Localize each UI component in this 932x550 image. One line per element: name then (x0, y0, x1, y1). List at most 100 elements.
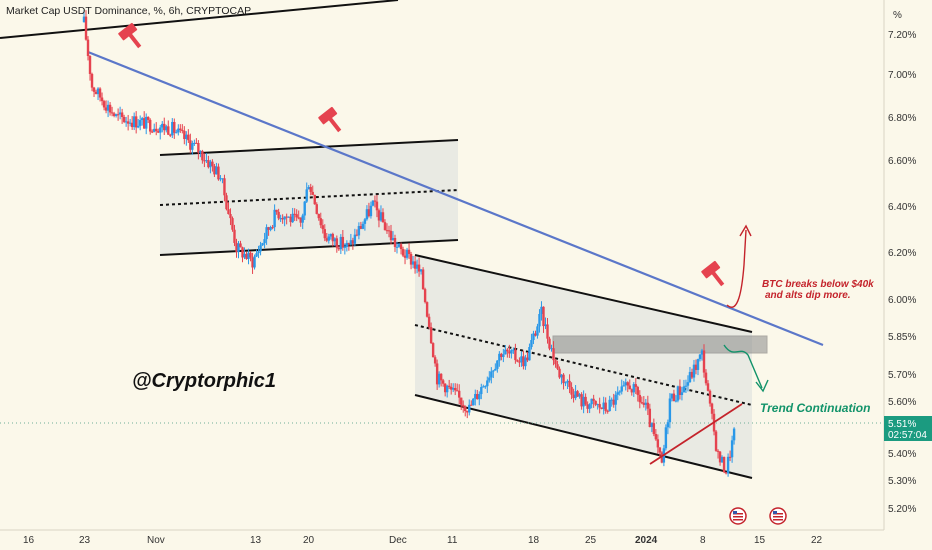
candle-body (259, 245, 262, 252)
candle-body (680, 392, 684, 395)
candle-body (379, 212, 383, 221)
candle-body (275, 209, 278, 212)
x-tick: 16 (23, 535, 35, 546)
candle-body (281, 218, 284, 220)
candle-body (203, 160, 206, 162)
candle-body (490, 371, 493, 378)
candle-body (636, 386, 639, 395)
candle-body (337, 247, 341, 250)
candle-body (435, 363, 439, 385)
candle-body (496, 360, 499, 369)
candle-body (225, 195, 228, 210)
candle-body (199, 150, 202, 153)
candle-body (672, 393, 676, 402)
candle-body (96, 88, 100, 95)
candle-body (722, 456, 726, 473)
candle-body (128, 122, 132, 124)
x-tick: 25 (585, 535, 597, 546)
candle-body (488, 377, 491, 381)
candle-body (88, 56, 92, 74)
candle-body (632, 384, 635, 393)
candle-body (347, 242, 351, 245)
candle-body (86, 39, 90, 57)
candle-body (588, 404, 591, 409)
candle-body (494, 368, 497, 371)
candle-body (486, 380, 489, 387)
y-tick: 7.00% (888, 70, 916, 81)
candle-body (317, 213, 320, 219)
candle-body (357, 226, 361, 236)
candle-body (181, 130, 184, 132)
candle-body (331, 233, 335, 242)
candle-body (476, 394, 479, 400)
y-tick: 5.20% (888, 504, 916, 515)
candle-body (283, 216, 286, 220)
candle-body (614, 394, 617, 405)
candle-body (359, 226, 363, 229)
candle-body (361, 223, 365, 229)
candle-body (558, 368, 561, 378)
y-tick: 5.60% (888, 397, 916, 408)
candle-body (574, 391, 577, 399)
candle-body (391, 237, 395, 241)
candle-body (628, 385, 631, 390)
y-tick: 6.20% (888, 248, 916, 259)
candle-body (572, 394, 575, 399)
candle-body (253, 256, 256, 268)
last-price-value: 5.51% (888, 419, 916, 430)
us-event-icon[interactable] (769, 507, 787, 525)
candle-body (267, 227, 270, 230)
candle-body (114, 114, 118, 116)
candle-body (167, 126, 170, 135)
candle-body (163, 123, 166, 131)
candle-body (520, 356, 523, 363)
candle-body (506, 349, 509, 352)
candle-body (122, 116, 126, 122)
candle-body (658, 447, 662, 453)
watermark-text: @Cryptorphic1 (132, 370, 276, 392)
candle-body (289, 216, 292, 223)
candle-body (84, 16, 88, 40)
candle-body (704, 372, 708, 384)
candle-body (606, 410, 609, 412)
candle-body (646, 402, 650, 409)
candle-body (478, 394, 481, 400)
candle-body (692, 364, 696, 378)
candle-body (554, 360, 557, 365)
candle-body (403, 255, 407, 258)
candle-body (716, 450, 720, 452)
candle-body (92, 87, 96, 92)
candle-body (544, 324, 547, 327)
candle-body (120, 112, 124, 117)
candle-body (686, 382, 690, 386)
candle-body (568, 380, 571, 387)
candle-body (279, 218, 282, 220)
candle-body (211, 161, 214, 167)
candle-body (126, 121, 130, 124)
candle-body (664, 427, 668, 449)
candle-body (229, 214, 232, 219)
candle-body (177, 128, 180, 133)
candle-body (381, 212, 385, 223)
x-tick: 15 (754, 535, 766, 546)
candle-body (560, 374, 563, 378)
candle-body (634, 384, 637, 387)
channel-dec-mid-line (414, 324, 753, 406)
bearish-note-line2: and alts dip more. (765, 290, 851, 301)
candle-body (305, 189, 308, 202)
candle-body (134, 116, 138, 128)
candle-body (445, 385, 449, 393)
candle-body (630, 389, 633, 393)
candle-body (179, 128, 182, 131)
candle-body (399, 244, 403, 250)
candle-body (251, 257, 254, 268)
x-tick: 2024 (635, 535, 658, 546)
candle-body (508, 351, 511, 354)
us-event-icon[interactable] (729, 507, 747, 525)
candle-body (437, 373, 441, 385)
candle-body (159, 127, 162, 133)
candle-body (405, 249, 409, 258)
candle-body (702, 350, 706, 373)
candle-body (604, 402, 607, 411)
candle-body (273, 209, 276, 228)
